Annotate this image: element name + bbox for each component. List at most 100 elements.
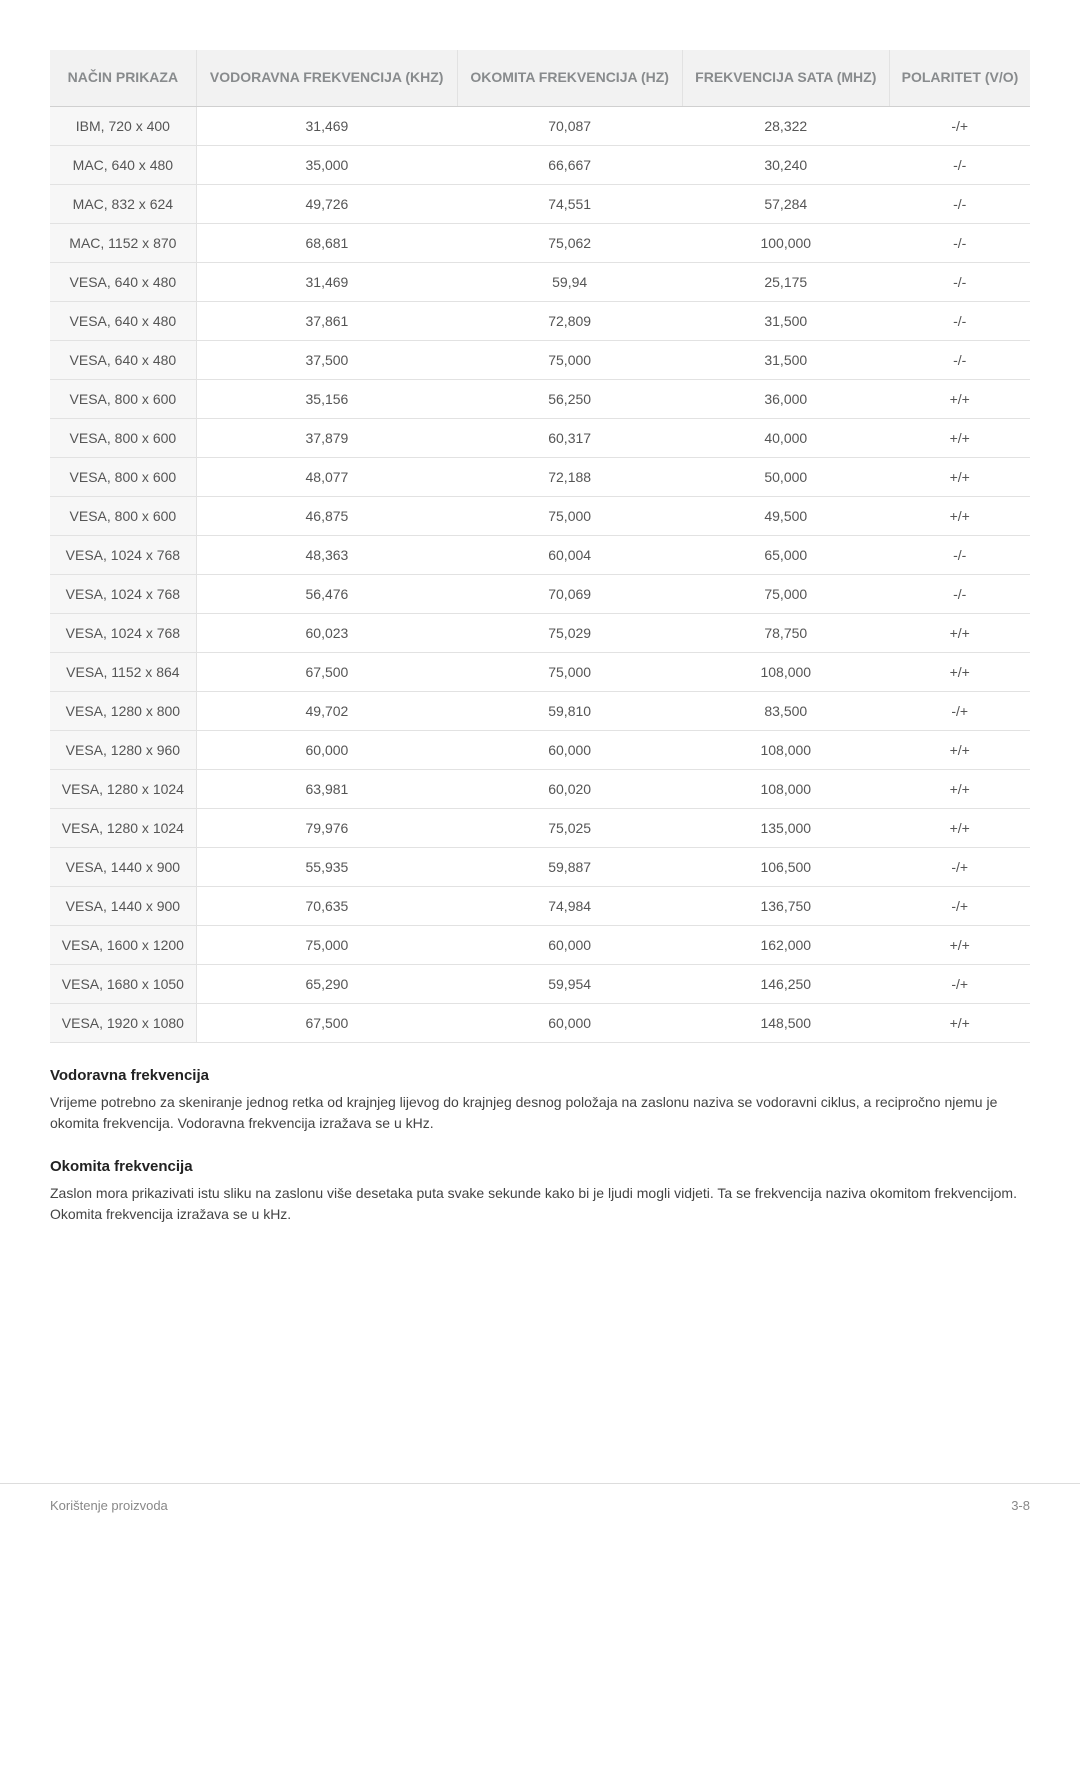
- table-cell: VESA, 1280 x 1024: [50, 808, 196, 847]
- table-cell: 72,188: [457, 457, 682, 496]
- table-cell: 25,175: [682, 262, 889, 301]
- table-cell: 60,000: [457, 730, 682, 769]
- table-cell: 74,984: [457, 886, 682, 925]
- table-cell: 75,029: [457, 613, 682, 652]
- table-cell: VESA, 1280 x 800: [50, 691, 196, 730]
- table-cell: VESA, 1152 x 864: [50, 652, 196, 691]
- table-row: VESA, 1024 x 76860,02375,02978,750+/+: [50, 613, 1030, 652]
- table-row: VESA, 1440 x 90055,93559,887106,500-/+: [50, 847, 1030, 886]
- table-cell: 60,020: [457, 769, 682, 808]
- table-header-row: NAČIN PRIKAZA VODORAVNA FREKVENCIJA (KHZ…: [50, 50, 1030, 106]
- table-cell: 59,887: [457, 847, 682, 886]
- table-row: VESA, 1680 x 105065,29059,954146,250-/+: [50, 964, 1030, 1003]
- table-cell: 59,954: [457, 964, 682, 1003]
- table-cell: VESA, 800 x 600: [50, 496, 196, 535]
- table-cell: 56,476: [196, 574, 457, 613]
- table-row: IBM, 720 x 40031,46970,08728,322-/+: [50, 106, 1030, 145]
- table-cell: 78,750: [682, 613, 889, 652]
- table-cell: 60,000: [457, 1003, 682, 1042]
- table-cell: 49,726: [196, 184, 457, 223]
- table-cell: 146,250: [682, 964, 889, 1003]
- table-cell: -/-: [889, 262, 1030, 301]
- table-cell: 108,000: [682, 769, 889, 808]
- table-cell: 108,000: [682, 730, 889, 769]
- table-cell: VESA, 640 x 480: [50, 340, 196, 379]
- table-cell: 49,702: [196, 691, 457, 730]
- col-hfreq: VODORAVNA FREKVENCIJA (KHZ): [196, 50, 457, 106]
- col-vfreq: OKOMITA FREKVENCIJA (HZ): [457, 50, 682, 106]
- footer-left: Korištenje proizvoda: [50, 1498, 168, 1513]
- col-polarity: POLARITET (V/O): [889, 50, 1030, 106]
- table-cell: 75,000: [682, 574, 889, 613]
- table-row: VESA, 800 x 60048,07772,18850,000+/+: [50, 457, 1030, 496]
- table-cell: 59,810: [457, 691, 682, 730]
- table-cell: 67,500: [196, 1003, 457, 1042]
- table-cell: VESA, 640 x 480: [50, 262, 196, 301]
- table-cell: 135,000: [682, 808, 889, 847]
- table-cell: -/+: [889, 847, 1030, 886]
- table-cell: VESA, 1024 x 768: [50, 574, 196, 613]
- table-cell: 106,500: [682, 847, 889, 886]
- table-row: VESA, 1280 x 102479,97675,025135,000+/+: [50, 808, 1030, 847]
- table-row: VESA, 800 x 60037,87960,31740,000+/+: [50, 418, 1030, 457]
- table-cell: 70,087: [457, 106, 682, 145]
- table-cell: 36,000: [682, 379, 889, 418]
- section1-body: Vrijeme potrebno za skeniranje jednog re…: [50, 1092, 1030, 1134]
- section2-body: Zaslon mora prikazivati istu sliku na za…: [50, 1183, 1030, 1225]
- table-cell: +/+: [889, 457, 1030, 496]
- table-cell: -/-: [889, 301, 1030, 340]
- table-cell: 60,317: [457, 418, 682, 457]
- table-row: VESA, 1600 x 120075,00060,000162,000+/+: [50, 925, 1030, 964]
- table-cell: 75,000: [196, 925, 457, 964]
- table-cell: 136,750: [682, 886, 889, 925]
- table-cell: 31,500: [682, 301, 889, 340]
- table-row: VESA, 1280 x 96060,00060,000108,000+/+: [50, 730, 1030, 769]
- display-modes-table: NAČIN PRIKAZA VODORAVNA FREKVENCIJA (KHZ…: [50, 50, 1030, 1043]
- table-cell: 75,062: [457, 223, 682, 262]
- table-cell: 60,023: [196, 613, 457, 652]
- table-cell: 60,000: [196, 730, 457, 769]
- table-cell: VESA, 800 x 600: [50, 457, 196, 496]
- table-cell: -/+: [889, 964, 1030, 1003]
- table-cell: 31,469: [196, 262, 457, 301]
- table-cell: 57,284: [682, 184, 889, 223]
- table-cell: 55,935: [196, 847, 457, 886]
- table-cell: +/+: [889, 730, 1030, 769]
- table-cell: -/+: [889, 106, 1030, 145]
- table-cell: +/+: [889, 379, 1030, 418]
- table-cell: 162,000: [682, 925, 889, 964]
- table-cell: +/+: [889, 652, 1030, 691]
- table-cell: 65,000: [682, 535, 889, 574]
- table-cell: 59,94: [457, 262, 682, 301]
- table-cell: MAC, 1152 x 870: [50, 223, 196, 262]
- table-cell: VESA, 640 x 480: [50, 301, 196, 340]
- table-cell: +/+: [889, 925, 1030, 964]
- table-cell: 70,635: [196, 886, 457, 925]
- col-mode: NAČIN PRIKAZA: [50, 50, 196, 106]
- table-cell: 37,500: [196, 340, 457, 379]
- table-row: VESA, 1024 x 76848,36360,00465,000-/-: [50, 535, 1030, 574]
- table-cell: 100,000: [682, 223, 889, 262]
- table-cell: VESA, 1440 x 900: [50, 847, 196, 886]
- table-cell: 108,000: [682, 652, 889, 691]
- table-cell: 35,000: [196, 145, 457, 184]
- section1-title: Vodoravna frekvencija: [50, 1067, 1030, 1084]
- table-cell: 60,004: [457, 535, 682, 574]
- table-cell: +/+: [889, 1003, 1030, 1042]
- table-cell: VESA, 1440 x 900: [50, 886, 196, 925]
- table-cell: -/+: [889, 886, 1030, 925]
- table-row: VESA, 640 x 48037,86172,80931,500-/-: [50, 301, 1030, 340]
- table-cell: -/-: [889, 184, 1030, 223]
- table-row: VESA, 1920 x 108067,50060,000148,500+/+: [50, 1003, 1030, 1042]
- table-cell: IBM, 720 x 400: [50, 106, 196, 145]
- table-cell: -/-: [889, 535, 1030, 574]
- table-cell: -/+: [889, 691, 1030, 730]
- table-cell: VESA, 1920 x 1080: [50, 1003, 196, 1042]
- table-cell: 148,500: [682, 1003, 889, 1042]
- table-cell: 68,681: [196, 223, 457, 262]
- table-cell: 70,069: [457, 574, 682, 613]
- table-cell: 48,077: [196, 457, 457, 496]
- table-cell: VESA, 800 x 600: [50, 418, 196, 457]
- section2-title: Okomita frekvencija: [50, 1158, 1030, 1175]
- table-cell: MAC, 832 x 624: [50, 184, 196, 223]
